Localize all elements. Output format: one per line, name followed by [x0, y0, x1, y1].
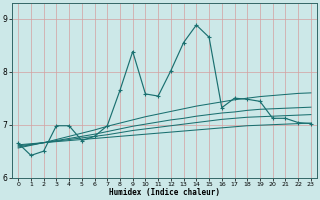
X-axis label: Humidex (Indice chaleur): Humidex (Indice chaleur)	[109, 188, 220, 197]
